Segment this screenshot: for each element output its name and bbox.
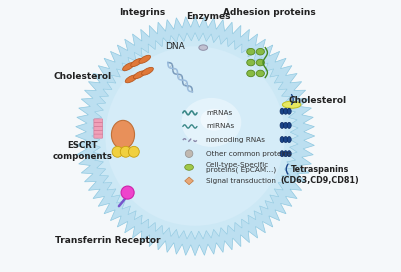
Ellipse shape <box>287 151 291 157</box>
Ellipse shape <box>280 122 284 128</box>
Text: Signal transduction: Signal transduction <box>206 178 276 184</box>
Text: DNA: DNA <box>165 42 184 51</box>
Ellipse shape <box>125 75 137 83</box>
Polygon shape <box>92 33 298 239</box>
Ellipse shape <box>284 137 288 143</box>
Circle shape <box>185 150 193 157</box>
Text: miRNAs: miRNAs <box>206 123 234 129</box>
Ellipse shape <box>287 137 291 143</box>
Circle shape <box>128 146 139 157</box>
Text: Integrins: Integrins <box>119 8 165 17</box>
Ellipse shape <box>287 122 291 128</box>
Ellipse shape <box>284 122 288 128</box>
FancyBboxPatch shape <box>94 134 103 138</box>
Ellipse shape <box>199 45 208 50</box>
Circle shape <box>120 146 131 157</box>
Ellipse shape <box>256 70 264 77</box>
Ellipse shape <box>123 63 134 71</box>
Circle shape <box>121 186 134 199</box>
Text: mRNAs: mRNAs <box>206 110 232 116</box>
Ellipse shape <box>134 71 145 79</box>
Ellipse shape <box>280 151 284 157</box>
Ellipse shape <box>280 108 284 114</box>
Ellipse shape <box>131 58 142 67</box>
Ellipse shape <box>256 59 264 66</box>
Ellipse shape <box>185 164 193 170</box>
Text: Transferrin Receptor: Transferrin Receptor <box>55 236 161 245</box>
Ellipse shape <box>284 108 288 114</box>
Text: proteins( EpCAM…): proteins( EpCAM…) <box>206 167 276 173</box>
Text: Cholesterol: Cholesterol <box>288 96 346 105</box>
Polygon shape <box>75 16 315 256</box>
Text: Cholesterol: Cholesterol <box>53 72 111 81</box>
Ellipse shape <box>139 55 150 63</box>
Circle shape <box>112 146 123 157</box>
Text: Other common proteins: Other common proteins <box>206 151 292 157</box>
Ellipse shape <box>282 101 301 108</box>
FancyBboxPatch shape <box>94 123 103 127</box>
Circle shape <box>105 46 285 226</box>
Text: Adhesion proteins: Adhesion proteins <box>223 8 316 17</box>
Ellipse shape <box>256 48 264 55</box>
Ellipse shape <box>200 109 228 131</box>
Ellipse shape <box>247 48 255 55</box>
Ellipse shape <box>287 108 291 114</box>
FancyBboxPatch shape <box>94 119 103 123</box>
FancyBboxPatch shape <box>94 126 103 131</box>
FancyBboxPatch shape <box>94 130 103 134</box>
Text: Tetraspanins
(CD63,CD9,CD81): Tetraspanins (CD63,CD9,CD81) <box>281 165 360 186</box>
Ellipse shape <box>247 59 255 66</box>
Polygon shape <box>185 177 193 185</box>
Text: Cell-type-Specific: Cell-type-Specific <box>206 162 269 168</box>
Ellipse shape <box>182 98 241 147</box>
Text: ESCRT
components: ESCRT components <box>52 141 112 161</box>
Text: Enzymes: Enzymes <box>186 12 231 21</box>
Ellipse shape <box>247 70 255 77</box>
Ellipse shape <box>284 151 288 157</box>
Ellipse shape <box>142 67 153 75</box>
Ellipse shape <box>280 137 284 143</box>
Text: noncoding RNAs: noncoding RNAs <box>206 137 265 143</box>
Ellipse shape <box>111 120 135 149</box>
